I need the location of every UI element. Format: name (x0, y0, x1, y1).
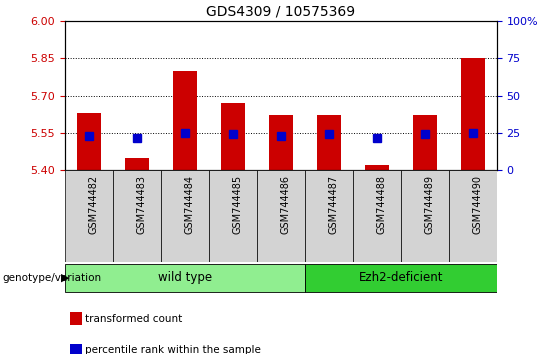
Bar (257, 170, 305, 262)
Text: GSM744489: GSM744489 (425, 175, 435, 234)
Text: GSM744490: GSM744490 (473, 175, 483, 234)
Text: Ezh2-deficient: Ezh2-deficient (359, 272, 443, 284)
Text: wild type: wild type (158, 272, 212, 284)
Text: GSM744485: GSM744485 (233, 175, 243, 234)
Bar (77, 113, 101, 170)
Bar (161, 170, 209, 262)
Text: GSM744486: GSM744486 (281, 175, 291, 234)
Text: transformed count: transformed count (85, 314, 183, 324)
Bar (413, 115, 437, 170)
Bar (461, 58, 485, 170)
Bar (125, 158, 149, 170)
Bar (221, 103, 245, 170)
Bar (269, 115, 293, 170)
Bar (449, 170, 497, 262)
Text: GSM744488: GSM744488 (377, 175, 387, 234)
Text: GSM744487: GSM744487 (329, 175, 339, 234)
Title: GDS4309 / 10575369: GDS4309 / 10575369 (206, 5, 355, 19)
Bar (305, 170, 353, 262)
Bar (365, 165, 389, 170)
Bar (209, 170, 257, 262)
Text: ▶: ▶ (60, 273, 69, 283)
Text: GSM744484: GSM744484 (185, 175, 195, 234)
Text: genotype/variation: genotype/variation (3, 273, 102, 283)
Bar (317, 115, 341, 170)
Bar (401, 170, 449, 262)
Text: GSM744482: GSM744482 (89, 175, 99, 234)
Bar (173, 71, 197, 170)
Text: percentile rank within the sample: percentile rank within the sample (85, 346, 261, 354)
Bar (353, 170, 401, 262)
Bar (113, 170, 161, 262)
Text: GSM744483: GSM744483 (137, 175, 147, 234)
Bar (65, 170, 113, 262)
Bar (305, 263, 497, 292)
Bar (65, 263, 305, 292)
